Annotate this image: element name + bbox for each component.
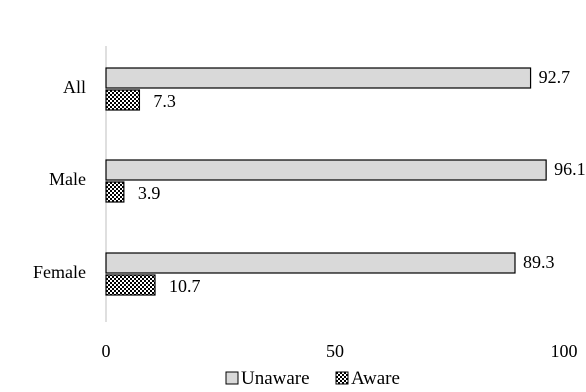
legend-swatch-unaware bbox=[225, 371, 239, 385]
value-label-aware: 7.3 bbox=[153, 91, 176, 111]
bar-unaware bbox=[105, 159, 547, 181]
bar-unaware bbox=[105, 67, 532, 89]
bar-aware bbox=[105, 274, 156, 296]
category-label: Male bbox=[49, 169, 86, 189]
x-tick-label: 100 bbox=[551, 341, 578, 361]
category-label: Female bbox=[33, 262, 86, 282]
x-tick-label: 50 bbox=[326, 341, 344, 361]
legend: Unaware Aware bbox=[225, 368, 400, 389]
value-label-unaware: 96.1 bbox=[554, 159, 586, 179]
bar-aware bbox=[105, 89, 141, 111]
legend-label-aware: Aware bbox=[351, 368, 400, 389]
legend-swatch-aware bbox=[335, 371, 349, 385]
legend-label-unaware: Unaware bbox=[241, 368, 310, 389]
bar-unaware bbox=[105, 252, 516, 274]
value-label-unaware: 92.7 bbox=[539, 67, 571, 87]
category-label: All bbox=[63, 77, 86, 97]
bar-aware bbox=[105, 181, 125, 203]
value-label-aware: 10.7 bbox=[169, 276, 201, 296]
plot-area: All 92.7 7.3 Male 96.1 3.9 Female 89.3 10.7 0 50 10… bbox=[33, 46, 586, 361]
value-label-aware: 3.9 bbox=[138, 183, 161, 203]
x-tick-label: 0 bbox=[102, 341, 111, 361]
value-label-unaware: 89.3 bbox=[523, 252, 555, 272]
